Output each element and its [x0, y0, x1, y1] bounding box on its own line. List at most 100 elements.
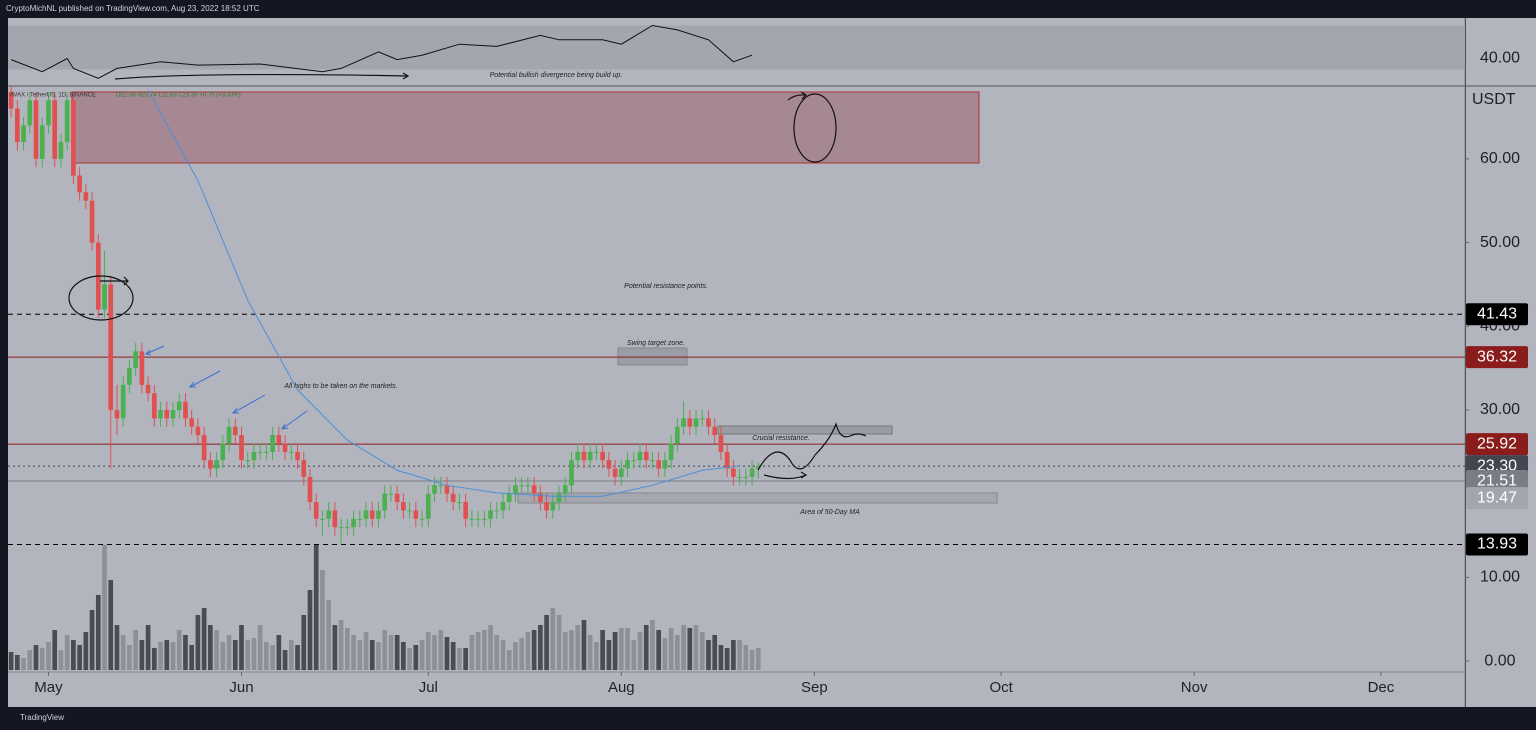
volume-bar [102, 545, 107, 670]
candle-body [145, 384, 151, 394]
candle-body [114, 409, 120, 419]
candle-body [494, 510, 500, 512]
volume-bar [21, 658, 26, 670]
volume-bar [164, 640, 170, 670]
volume-bar [208, 625, 213, 670]
plot [8, 86, 1465, 670]
y-tick-label: 50.00 [1480, 234, 1520, 251]
volume-bar [587, 635, 593, 670]
candle-body [376, 510, 381, 519]
candle-body [581, 451, 587, 461]
candle-body [382, 493, 388, 511]
candle-body [257, 451, 263, 453]
volume-bar [650, 620, 655, 670]
volume-bar [183, 635, 188, 670]
volume-bar [89, 610, 95, 670]
candle-body [438, 485, 444, 487]
candle-body [21, 125, 26, 143]
x-tick-label: Aug [608, 679, 635, 696]
candle-body [637, 451, 643, 461]
volume-bar [550, 608, 556, 670]
volume-bar [525, 632, 531, 670]
crucial-zone [717, 425, 893, 435]
candle-body [538, 493, 543, 503]
volume-bar [475, 632, 481, 670]
annotation: Swing target zone. [627, 340, 685, 347]
volume-bar [743, 645, 749, 670]
volume-bar [95, 595, 101, 670]
volume-bar [662, 638, 668, 670]
price-label: 19.47 [1477, 489, 1517, 506]
arrow [787, 91, 807, 101]
circle [793, 93, 837, 163]
volume-bar [425, 632, 431, 670]
volume-bar [195, 615, 201, 670]
candle-body [295, 451, 300, 461]
candle-body [681, 418, 686, 427]
path-projection [757, 421, 867, 471]
arrow [231, 394, 266, 414]
candle-body [706, 418, 711, 427]
rsi-tick-label: 40.00 [1480, 50, 1520, 67]
candle-body [158, 409, 163, 419]
y-tick-label: 10.00 [1480, 569, 1520, 586]
candle-body [693, 418, 699, 427]
candle-body [251, 451, 257, 461]
candle-body [208, 460, 213, 469]
volume-bar [357, 640, 363, 670]
candle-body [718, 435, 724, 452]
volume-bar [39, 648, 45, 670]
price-label: 21.51 [1477, 472, 1517, 489]
x-tick-label: Oct [989, 679, 1013, 696]
volume-bar [376, 642, 381, 670]
candle-body [288, 451, 294, 453]
resistance-zone [71, 91, 980, 164]
candle-body [313, 502, 319, 519]
volume-bar [631, 640, 637, 670]
volume-bar [569, 630, 574, 670]
volume-bar [469, 635, 475, 670]
volume-bar [718, 645, 724, 670]
candle-body [151, 393, 157, 419]
candle-body [656, 460, 662, 469]
candle-body [183, 401, 188, 419]
candle-body [332, 510, 338, 528]
volume-bar [556, 615, 562, 670]
volume-bar [114, 625, 120, 670]
volume-bar [463, 648, 468, 670]
arrow [144, 345, 165, 356]
volume-bar [687, 628, 693, 670]
candle-body [675, 426, 680, 444]
time-axis-bg [8, 672, 1465, 707]
volume-bar [151, 648, 157, 670]
candle-body [531, 485, 537, 494]
volume-bar [481, 630, 487, 670]
volume-bar [444, 637, 450, 670]
candle-body [469, 518, 475, 520]
volume-bar [338, 620, 344, 670]
candle-body [232, 426, 238, 436]
candle-body [550, 502, 556, 511]
candle-body [301, 460, 307, 477]
price-label: 36.32 [1477, 348, 1517, 365]
arrow [100, 276, 129, 286]
candle-body [226, 426, 232, 444]
candle-body [239, 435, 244, 461]
candle-body [351, 518, 356, 528]
candle-body [544, 502, 549, 511]
volume-bar [562, 632, 568, 670]
annotation: Crucial resistance. [752, 435, 810, 442]
candle-body [338, 527, 344, 529]
volume-bar [500, 640, 506, 670]
volume-bar [369, 640, 375, 670]
candle-body [699, 418, 705, 420]
volume-bar [139, 640, 145, 670]
volume-bar [681, 625, 686, 670]
candle-body [519, 485, 525, 487]
candle-body [15, 108, 20, 143]
volume-bar [33, 645, 39, 670]
candle-body [612, 468, 618, 477]
volume-bar [450, 642, 456, 670]
